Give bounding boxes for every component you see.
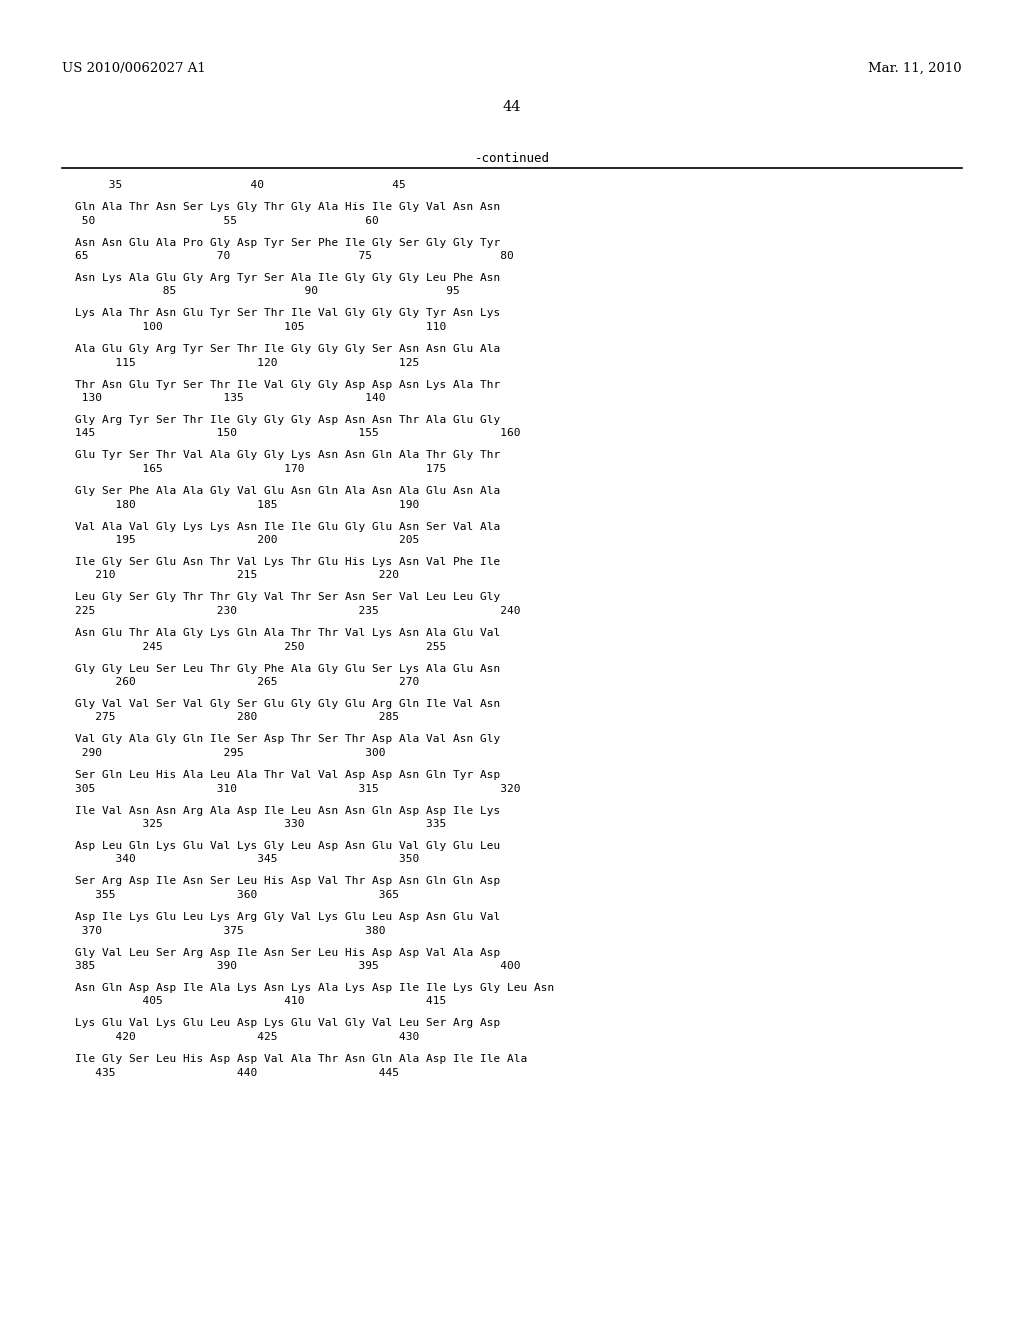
Text: Gly Val Val Ser Val Gly Ser Glu Gly Gly Glu Arg Gln Ile Val Asn: Gly Val Val Ser Val Gly Ser Glu Gly Gly … bbox=[75, 700, 501, 709]
Text: Lys Glu Val Lys Glu Leu Asp Lys Glu Val Gly Val Leu Ser Arg Asp: Lys Glu Val Lys Glu Leu Asp Lys Glu Val … bbox=[75, 1019, 501, 1028]
Text: 165                  170                  175: 165 170 175 bbox=[75, 465, 446, 474]
Text: 145                  150                  155                  160: 145 150 155 160 bbox=[75, 429, 520, 438]
Text: 65                   70                   75                   80: 65 70 75 80 bbox=[75, 251, 514, 261]
Text: 225                  230                  235                  240: 225 230 235 240 bbox=[75, 606, 520, 616]
Text: 245                  250                  255: 245 250 255 bbox=[75, 642, 446, 652]
Text: 325                  330                  335: 325 330 335 bbox=[75, 818, 446, 829]
Text: 50                   55                   60: 50 55 60 bbox=[75, 215, 379, 226]
Text: 180                  185                  190: 180 185 190 bbox=[75, 499, 419, 510]
Text: 100                  105                  110: 100 105 110 bbox=[75, 322, 446, 333]
Text: 305                  310                  315                  320: 305 310 315 320 bbox=[75, 784, 520, 793]
Text: Asp Ile Lys Glu Leu Lys Arg Gly Val Lys Glu Leu Asp Asn Glu Val: Asp Ile Lys Glu Leu Lys Arg Gly Val Lys … bbox=[75, 912, 501, 921]
Text: Ile Val Asn Asn Arg Ala Asp Ile Leu Asn Asn Gln Asp Asp Ile Lys: Ile Val Asn Asn Arg Ala Asp Ile Leu Asn … bbox=[75, 805, 501, 816]
Text: Gly Arg Tyr Ser Thr Ile Gly Gly Gly Asp Asn Asn Thr Ala Glu Gly: Gly Arg Tyr Ser Thr Ile Gly Gly Gly Asp … bbox=[75, 414, 501, 425]
Text: Val Gly Ala Gly Gln Ile Ser Asp Thr Ser Thr Asp Ala Val Asn Gly: Val Gly Ala Gly Gln Ile Ser Asp Thr Ser … bbox=[75, 734, 501, 744]
Text: 385                  390                  395                  400: 385 390 395 400 bbox=[75, 961, 520, 972]
Text: 340                  345                  350: 340 345 350 bbox=[75, 854, 419, 865]
Text: Asn Asn Glu Ala Pro Gly Asp Tyr Ser Phe Ile Gly Ser Gly Gly Tyr: Asn Asn Glu Ala Pro Gly Asp Tyr Ser Phe … bbox=[75, 238, 501, 248]
Text: 44: 44 bbox=[503, 100, 521, 114]
Text: Mar. 11, 2010: Mar. 11, 2010 bbox=[868, 62, 962, 75]
Text: Asn Lys Ala Glu Gly Arg Tyr Ser Ala Ile Gly Gly Gly Leu Phe Asn: Asn Lys Ala Glu Gly Arg Tyr Ser Ala Ile … bbox=[75, 273, 501, 282]
Text: Ile Gly Ser Leu His Asp Asp Val Ala Thr Asn Gln Ala Asp Ile Ile Ala: Ile Gly Ser Leu His Asp Asp Val Ala Thr … bbox=[75, 1053, 527, 1064]
Text: Val Ala Val Gly Lys Lys Asn Ile Ile Glu Gly Glu Asn Ser Val Ala: Val Ala Val Gly Lys Lys Asn Ile Ile Glu … bbox=[75, 521, 501, 532]
Text: Ser Arg Asp Ile Asn Ser Leu His Asp Val Thr Asp Asn Gln Gln Asp: Ser Arg Asp Ile Asn Ser Leu His Asp Val … bbox=[75, 876, 501, 887]
Text: 405                  410                  415: 405 410 415 bbox=[75, 997, 446, 1006]
Text: 435                  440                  445: 435 440 445 bbox=[75, 1068, 399, 1077]
Text: Lys Ala Thr Asn Glu Tyr Ser Thr Ile Val Gly Gly Gly Tyr Asn Lys: Lys Ala Thr Asn Glu Tyr Ser Thr Ile Val … bbox=[75, 309, 501, 318]
Text: 355                  360                  365: 355 360 365 bbox=[75, 890, 399, 900]
Text: Gly Gly Leu Ser Leu Thr Gly Phe Ala Gly Glu Ser Lys Ala Glu Asn: Gly Gly Leu Ser Leu Thr Gly Phe Ala Gly … bbox=[75, 664, 501, 673]
Text: Asp Leu Gln Lys Glu Val Lys Gly Leu Asp Asn Glu Val Gly Glu Leu: Asp Leu Gln Lys Glu Val Lys Gly Leu Asp … bbox=[75, 841, 501, 851]
Text: Ile Gly Ser Glu Asn Thr Val Lys Thr Glu His Lys Asn Val Phe Ile: Ile Gly Ser Glu Asn Thr Val Lys Thr Glu … bbox=[75, 557, 501, 568]
Text: Ala Glu Gly Arg Tyr Ser Thr Ile Gly Gly Gly Ser Asn Asn Glu Ala: Ala Glu Gly Arg Tyr Ser Thr Ile Gly Gly … bbox=[75, 345, 501, 354]
Text: Leu Gly Ser Gly Thr Thr Gly Val Thr Ser Asn Ser Val Leu Leu Gly: Leu Gly Ser Gly Thr Thr Gly Val Thr Ser … bbox=[75, 593, 501, 602]
Text: 35                   40                   45: 35 40 45 bbox=[75, 180, 406, 190]
Text: 210                  215                  220: 210 215 220 bbox=[75, 570, 399, 581]
Text: Ser Gln Leu His Ala Leu Ala Thr Val Val Asp Asp Asn Gln Tyr Asp: Ser Gln Leu His Ala Leu Ala Thr Val Val … bbox=[75, 770, 501, 780]
Text: 260                  265                  270: 260 265 270 bbox=[75, 677, 419, 686]
Text: Gln Ala Thr Asn Ser Lys Gly Thr Gly Ala His Ile Gly Val Asn Asn: Gln Ala Thr Asn Ser Lys Gly Thr Gly Ala … bbox=[75, 202, 501, 213]
Text: 420                  425                  430: 420 425 430 bbox=[75, 1032, 419, 1041]
Text: 290                  295                  300: 290 295 300 bbox=[75, 748, 385, 758]
Text: 130                  135                  140: 130 135 140 bbox=[75, 393, 385, 403]
Text: Thr Asn Glu Tyr Ser Thr Ile Val Gly Gly Asp Asp Asn Lys Ala Thr: Thr Asn Glu Tyr Ser Thr Ile Val Gly Gly … bbox=[75, 380, 501, 389]
Text: Gly Ser Phe Ala Ala Gly Val Glu Asn Gln Ala Asn Ala Glu Asn Ala: Gly Ser Phe Ala Ala Gly Val Glu Asn Gln … bbox=[75, 486, 501, 496]
Text: US 2010/0062027 A1: US 2010/0062027 A1 bbox=[62, 62, 206, 75]
Text: 275                  280                  285: 275 280 285 bbox=[75, 713, 399, 722]
Text: 370                  375                  380: 370 375 380 bbox=[75, 925, 385, 936]
Text: Glu Tyr Ser Thr Val Ala Gly Gly Lys Asn Asn Gln Ala Thr Gly Thr: Glu Tyr Ser Thr Val Ala Gly Gly Lys Asn … bbox=[75, 450, 501, 461]
Text: -continued: -continued bbox=[474, 152, 550, 165]
Text: Asn Glu Thr Ala Gly Lys Gln Ala Thr Thr Val Lys Asn Ala Glu Val: Asn Glu Thr Ala Gly Lys Gln Ala Thr Thr … bbox=[75, 628, 501, 638]
Text: 85                   90                   95: 85 90 95 bbox=[75, 286, 460, 297]
Text: 195                  200                  205: 195 200 205 bbox=[75, 535, 419, 545]
Text: Asn Gln Asp Asp Ile Ala Lys Asn Lys Ala Lys Asp Ile Ile Lys Gly Leu Asn: Asn Gln Asp Asp Ile Ala Lys Asn Lys Ala … bbox=[75, 983, 554, 993]
Text: 115                  120                  125: 115 120 125 bbox=[75, 358, 419, 367]
Text: Gly Val Leu Ser Arg Asp Ile Asn Ser Leu His Asp Asp Val Ala Asp: Gly Val Leu Ser Arg Asp Ile Asn Ser Leu … bbox=[75, 948, 501, 957]
